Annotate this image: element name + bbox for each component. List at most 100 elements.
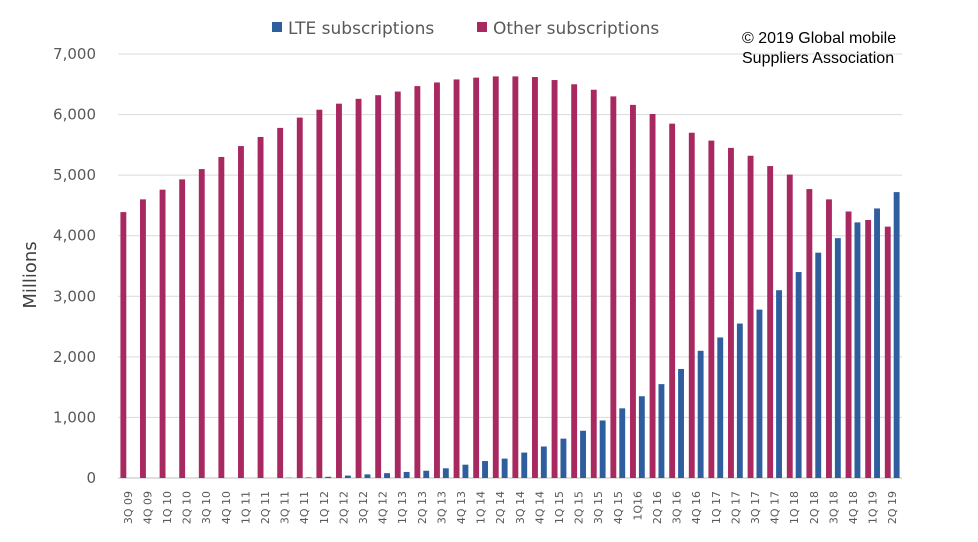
x-tick-label: 2Q 19 <box>886 491 899 524</box>
bar-other-subscriptions <box>257 136 264 479</box>
bar-other-subscriptions <box>884 226 891 478</box>
x-tick-label: 1Q 15 <box>553 491 566 524</box>
bar-lte-subscriptions <box>501 458 508 478</box>
bar-other-subscriptions <box>728 147 734 478</box>
x-tick-label: 4Q 18 <box>847 491 860 524</box>
bar-other-subscriptions <box>473 77 480 478</box>
legend-label-other: Other subscriptions <box>493 19 659 39</box>
x-tick-label: 2Q 17 <box>729 491 742 524</box>
bar-other-subscriptions <box>414 86 421 479</box>
legend-swatch-lte <box>272 22 282 32</box>
bar-other-subscriptions <box>571 84 578 479</box>
bar-other-subscriptions <box>140 199 146 478</box>
bar-lte-subscriptions <box>717 337 724 478</box>
gridlines <box>118 53 902 479</box>
x-tick-label: 2Q 11 <box>259 491 272 524</box>
bar-other-subscriptions <box>238 146 244 478</box>
x-tick-label: 3Q 14 <box>514 491 527 524</box>
x-tick-label: 2Q 14 <box>494 491 507 524</box>
bar-lte-subscriptions <box>658 384 665 478</box>
y-tick-label: 0 <box>86 469 96 487</box>
bar-other-subscriptions <box>551 80 558 478</box>
bar-lte-subscriptions <box>893 192 900 479</box>
bar-other-subscriptions <box>316 109 323 479</box>
bar-lte-subscriptions <box>423 470 430 478</box>
x-tick-label: 2Q 12 <box>337 491 350 524</box>
x-tick-label: 3Q 17 <box>749 491 762 524</box>
bar-lte-subscriptions <box>462 464 469 478</box>
bar-lte-subscriptions <box>384 473 390 478</box>
x-tick-label: 4Q 09 <box>141 491 154 524</box>
x-tick-label: 3Q 13 <box>435 491 448 524</box>
bar-lte-subscriptions <box>697 350 704 478</box>
y-tick-label: 7,000 <box>53 45 96 63</box>
bar-lte-subscriptions <box>540 446 547 478</box>
y-tick-label: 6,000 <box>53 106 96 124</box>
bar-lte-subscriptions <box>638 396 645 478</box>
bar-other-subscriptions <box>806 189 813 478</box>
bar-other-subscriptions <box>747 155 754 478</box>
bar-other-subscriptions <box>375 95 382 478</box>
legend-swatch-other <box>477 22 487 32</box>
bar-other-subscriptions <box>355 98 362 478</box>
x-tick-label: 3Q 16 <box>671 491 684 524</box>
bar-other-subscriptions <box>198 169 205 479</box>
bar-other-subscriptions <box>865 219 872 479</box>
bar-lte-subscriptions <box>599 420 606 478</box>
bar-lte-subscriptions <box>560 438 567 478</box>
bar-other-subscriptions <box>532 77 538 478</box>
copyright-line-1: © 2019 Global mobile <box>742 30 896 47</box>
bar-lte-subscriptions <box>834 238 841 478</box>
bar-other-subscriptions <box>512 76 519 478</box>
bar-other-subscriptions <box>434 82 440 479</box>
x-tick-label: 3Q 10 <box>200 491 213 524</box>
y-tick-label: 5,000 <box>53 166 96 184</box>
x-tick-label: 1Q 18 <box>788 491 801 524</box>
bar-lte-subscriptions <box>776 290 782 478</box>
y-axis-ticks: 0 1,000 2,000 3,000 4,000 5,000 6,000 7,000 <box>53 45 96 487</box>
x-tick-label: 2Q 15 <box>573 491 586 524</box>
bar-other-subscriptions <box>826 199 832 478</box>
bar-lte-subscriptions <box>795 272 802 478</box>
x-tick-label: 3Q 09 <box>122 491 135 524</box>
bar-other-subscriptions <box>688 132 695 478</box>
legend-label-lte: LTE subscriptions <box>288 19 434 39</box>
bar-lte-subscriptions <box>325 476 332 478</box>
bar-lte-subscriptions <box>344 475 351 478</box>
legend: LTE subscriptions Other subscriptions <box>272 19 659 39</box>
bar-other-subscriptions <box>394 91 401 478</box>
x-tick-label: 2Q 13 <box>416 491 429 524</box>
bar-lte-subscriptions <box>403 471 410 478</box>
bar-lte-subscriptions <box>815 252 822 478</box>
bar-other-subscriptions <box>708 140 715 479</box>
x-tick-label: 4Q 13 <box>455 491 468 524</box>
bar-other-subscriptions <box>296 117 303 478</box>
x-tick-label: 1Q 14 <box>475 491 488 524</box>
y-axis-label: Millions <box>20 241 41 308</box>
y-tick-label: 4,000 <box>53 227 96 245</box>
bar-other-subscriptions <box>767 166 774 479</box>
bar-lte-subscriptions <box>482 461 488 478</box>
x-tick-label: 1Q 17 <box>710 491 723 524</box>
x-axis-categories: 3Q 09 4Q 09 1Q 10 2Q 10 3Q 10 4Q 10 1Q 11 2Q 11… <box>122 491 899 524</box>
bar-lte-subscriptions <box>580 430 586 478</box>
x-tick-label: 3Q 18 <box>827 491 840 524</box>
bar-lte-subscriptions <box>619 408 626 478</box>
bar-other-subscriptions <box>120 212 127 478</box>
bar-other-subscriptions <box>630 104 636 478</box>
x-tick-label: 3Q 15 <box>592 491 605 524</box>
bar-other-subscriptions <box>336 103 342 478</box>
bar-other-subscriptions <box>159 189 166 478</box>
bar-other-subscriptions <box>179 179 186 478</box>
bar-lte-subscriptions <box>364 474 371 478</box>
x-tick-label: 1Q 10 <box>161 491 174 524</box>
bar-lte-subscriptions <box>854 222 861 478</box>
copyright-notice: © 2019 Global mobile Suppliers Associati… <box>742 30 896 67</box>
x-tick-label: 1Q 11 <box>239 491 252 524</box>
bar-lte-subscriptions <box>756 309 763 478</box>
x-tick-label: 4Q 16 <box>690 491 703 524</box>
x-tick-label: 1Q16 <box>631 491 644 521</box>
copyright-line-2: Suppliers Association <box>742 50 894 67</box>
bar-other-subscriptions <box>492 76 499 478</box>
x-tick-label: 1Q 13 <box>396 491 409 524</box>
